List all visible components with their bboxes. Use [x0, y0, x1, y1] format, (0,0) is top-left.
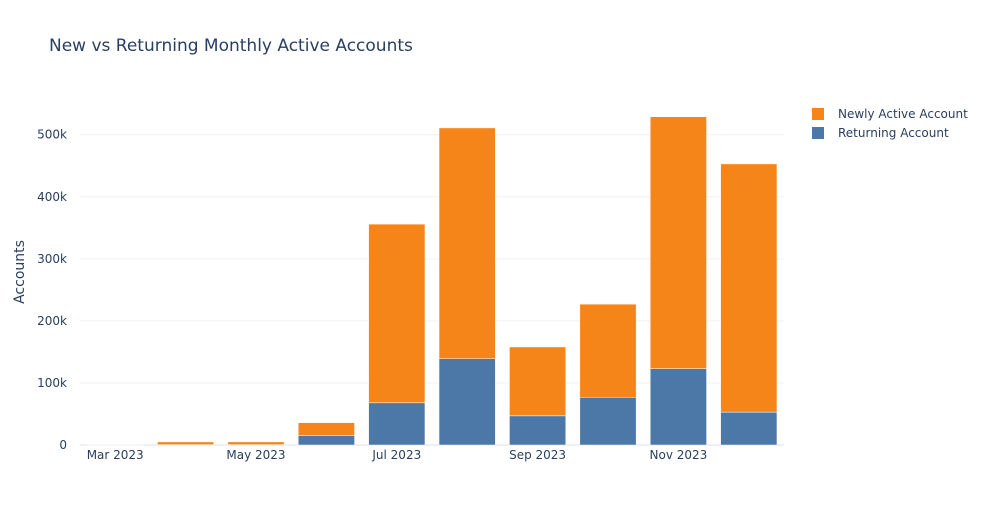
y-tick-label: 200k — [37, 314, 67, 328]
legend-item[interactable]: Returning Account — [812, 126, 949, 140]
x-tick-label: Jul 2023 — [371, 448, 421, 462]
legend-label: Returning Account — [838, 126, 949, 140]
legend-swatch — [812, 127, 824, 139]
bar-returning-account — [720, 411, 778, 446]
bar-returning-account — [509, 415, 567, 446]
bar-newly-active-account — [157, 441, 215, 445]
bar-newly-active-account — [720, 163, 778, 413]
bar-newly-active-account — [649, 116, 707, 369]
bar-returning-account — [649, 368, 707, 446]
y-tick-label: 100k — [37, 376, 67, 390]
y-tick-label: 400k — [37, 190, 67, 204]
bar-newly-active-account — [368, 223, 426, 404]
chart-title: New vs Returning Monthly Active Accounts — [49, 36, 413, 56]
y-tick-label: 300k — [37, 252, 67, 266]
x-tick-label: Nov 2023 — [650, 448, 708, 462]
bar-newly-active-account — [297, 422, 355, 436]
legend-label: Newly Active Account — [838, 107, 968, 121]
bar-newly-active-account — [438, 127, 496, 359]
bar-returning-account — [297, 435, 355, 446]
legend-swatch — [812, 108, 824, 120]
bar-returning-account — [438, 358, 496, 446]
y-axis-label: Accounts — [12, 240, 28, 304]
legend-item[interactable]: Newly Active Account — [812, 107, 968, 121]
bar-newly-active-account — [227, 441, 285, 445]
x-tick-label: Sep 2023 — [509, 448, 566, 462]
x-tick-label: May 2023 — [226, 448, 285, 462]
x-tick-label: Mar 2023 — [87, 448, 144, 462]
y-tick-label: 0 — [59, 438, 67, 452]
bar-returning-account — [368, 402, 426, 446]
bar-returning-account — [579, 396, 637, 446]
bar-newly-active-account — [579, 303, 637, 398]
bar-newly-active-account — [509, 346, 567, 417]
y-tick-label: 500k — [37, 128, 67, 142]
